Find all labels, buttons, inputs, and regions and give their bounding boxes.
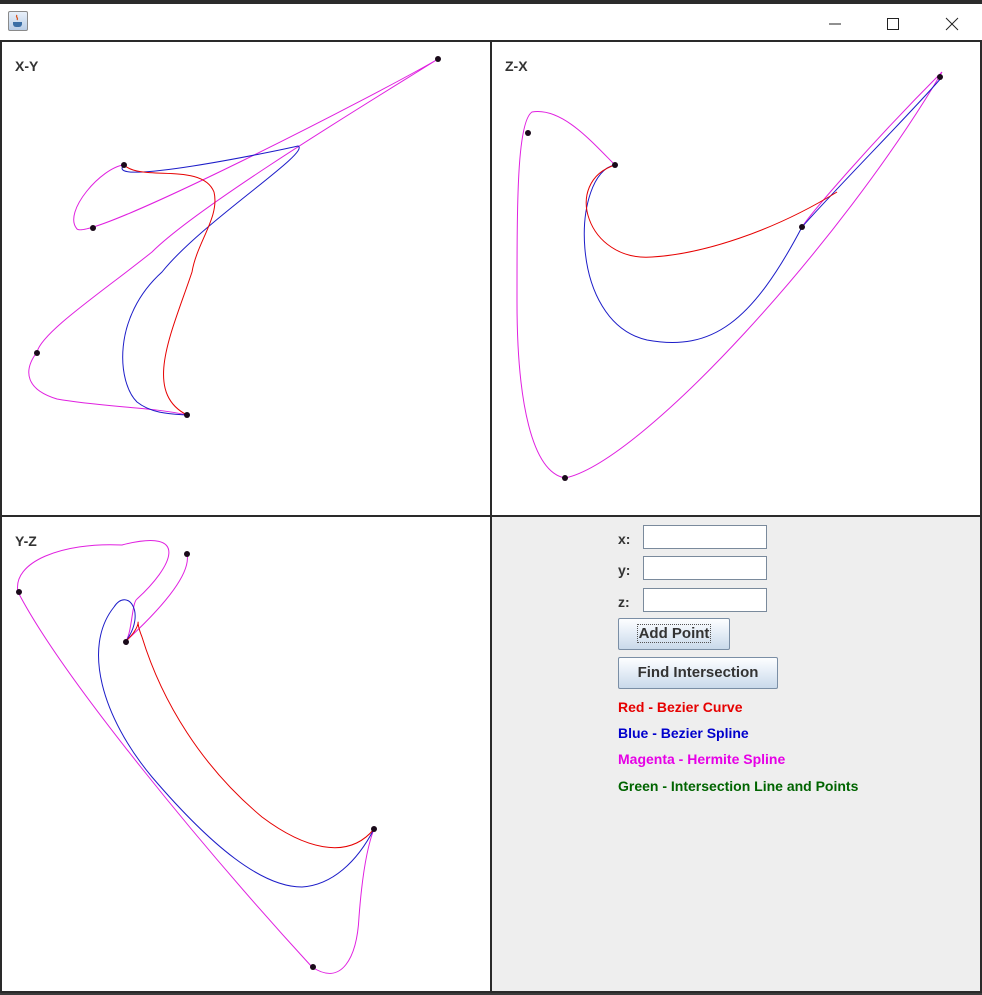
control-point[interactable] <box>525 130 531 136</box>
control-point[interactable] <box>34 350 40 356</box>
control-point[interactable] <box>612 162 618 168</box>
yz-projection-panel[interactable]: Y-Z <box>0 515 492 993</box>
maximize-icon <box>887 18 899 30</box>
close-icon <box>945 17 959 31</box>
bottom-edge <box>0 993 982 995</box>
x-input[interactable] <box>643 525 767 549</box>
control-point[interactable] <box>435 56 441 62</box>
control-point[interactable] <box>90 225 96 231</box>
bezier-spline <box>98 599 375 888</box>
control-point[interactable] <box>799 224 805 230</box>
zx-plot <box>516 71 943 481</box>
z-label: z: <box>618 594 630 610</box>
control-point[interactable] <box>16 589 22 595</box>
add-point-label: Add Point <box>636 624 712 643</box>
zx-panel-label: Z-X <box>505 58 528 74</box>
z-input[interactable] <box>643 588 767 612</box>
bezier-curve <box>123 164 216 416</box>
zx-projection-panel[interactable]: Z-X <box>490 40 982 517</box>
yz-panel-label: Y-Z <box>15 533 37 549</box>
control-point[interactable] <box>184 412 190 418</box>
control-point[interactable] <box>937 74 943 80</box>
minimize-icon <box>829 23 841 25</box>
hermite-spline <box>17 540 375 974</box>
control-points <box>525 74 943 481</box>
bezier-spline <box>583 76 943 344</box>
x-label: x: <box>618 531 631 547</box>
control-point[interactable] <box>123 639 129 645</box>
java-cup-icon[interactable] <box>8 11 28 31</box>
hermite-spline <box>28 58 439 416</box>
control-point[interactable] <box>562 475 568 481</box>
legend-hermite-spline: Magenta - Hermite Spline <box>618 751 786 767</box>
controls-panel: x: y: z: Add Point Find Intersection Red… <box>490 515 982 993</box>
yz-plot <box>16 540 377 974</box>
legend-intersection: Green - Intersection Line and Points <box>618 778 859 794</box>
bezier-curve <box>585 164 838 258</box>
hermite-spline <box>516 71 943 479</box>
find-intersection-button[interactable]: Find Intersection <box>618 657 778 689</box>
xy-projection-panel[interactable]: X-Y <box>0 40 492 517</box>
legend-bezier-spline: Blue - Bezier Spline <box>618 725 749 741</box>
legend-bezier-curve: Red - Bezier Curve <box>618 699 743 715</box>
top-edge <box>0 0 982 4</box>
minimize-button[interactable] <box>812 8 858 40</box>
control-point[interactable] <box>184 551 190 557</box>
control-points <box>16 551 377 970</box>
xy-plot <box>28 56 441 418</box>
title-bar[interactable] <box>0 4 982 40</box>
control-point[interactable] <box>121 162 127 168</box>
control-point[interactable] <box>310 964 316 970</box>
control-points <box>34 56 441 418</box>
close-button[interactable] <box>929 8 975 40</box>
y-input[interactable] <box>643 556 767 580</box>
bezier-curve <box>125 621 375 849</box>
y-label: y: <box>618 562 631 578</box>
maximize-button[interactable] <box>870 8 916 40</box>
control-point[interactable] <box>371 826 377 832</box>
xy-panel-label: X-Y <box>15 58 39 74</box>
bezier-spline <box>121 145 300 416</box>
add-point-button[interactable]: Add Point <box>618 618 730 650</box>
